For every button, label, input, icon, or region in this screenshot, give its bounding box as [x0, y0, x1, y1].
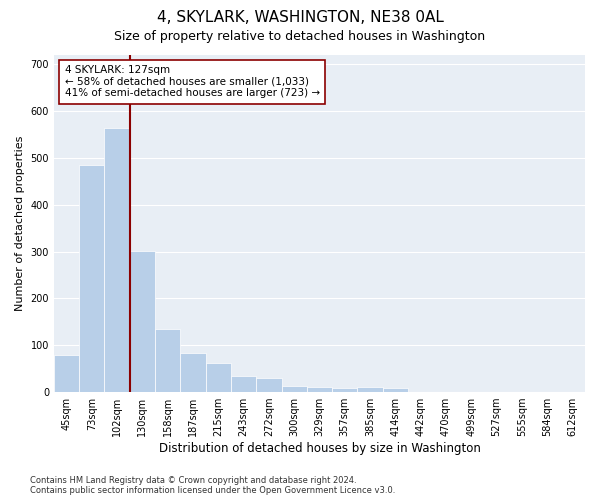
Bar [104, 128, 130, 392]
Text: 4, SKYLARK, WASHINGTON, NE38 0AL: 4, SKYLARK, WASHINGTON, NE38 0AL [157, 10, 443, 25]
Bar [181, 353, 206, 392]
Bar [281, 386, 307, 392]
Text: Size of property relative to detached houses in Washington: Size of property relative to detached ho… [115, 30, 485, 43]
Bar [206, 363, 231, 392]
Text: 4 SKYLARK: 127sqm
← 58% of detached houses are smaller (1,033)
41% of semi-detac: 4 SKYLARK: 127sqm ← 58% of detached hous… [65, 65, 320, 98]
Bar [54, 354, 79, 392]
Y-axis label: Number of detached properties: Number of detached properties [15, 136, 25, 311]
X-axis label: Distribution of detached houses by size in Washington: Distribution of detached houses by size … [158, 442, 481, 455]
Bar [256, 378, 281, 392]
Bar [130, 250, 155, 392]
Bar [307, 388, 332, 392]
Bar [79, 165, 104, 392]
Bar [383, 388, 408, 392]
Bar [358, 388, 383, 392]
Bar [155, 329, 181, 392]
Bar [231, 376, 256, 392]
Bar [332, 388, 358, 392]
Text: Contains HM Land Registry data © Crown copyright and database right 2024.
Contai: Contains HM Land Registry data © Crown c… [30, 476, 395, 495]
